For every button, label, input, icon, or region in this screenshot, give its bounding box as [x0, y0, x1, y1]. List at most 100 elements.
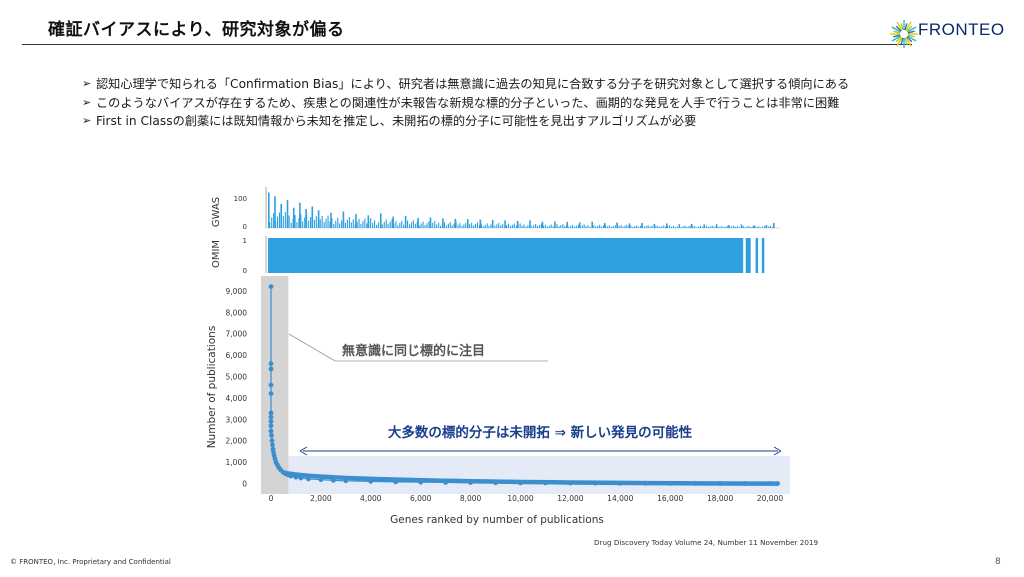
gwas-bar [583, 224, 585, 228]
gwas-bar [771, 227, 773, 228]
gwas-bar [305, 209, 307, 228]
logo-ray [907, 34, 915, 38]
publication-point [268, 391, 274, 396]
omim-ytick-label: 1 [243, 237, 247, 245]
gwas-bar [474, 223, 476, 228]
gwas-bar [521, 225, 523, 228]
publications-ylabel: Number of publications [206, 326, 218, 449]
gwas-bar [308, 220, 310, 228]
gwas-bar [750, 227, 752, 228]
gwas-bar [404, 215, 407, 228]
gwas-bar [335, 220, 337, 228]
publication-point [270, 442, 275, 448]
top-genes-leader-line [288, 333, 336, 362]
gwas-bar [467, 225, 469, 228]
gwas-bar [661, 226, 663, 228]
gwas-bar [709, 226, 711, 228]
gwas-bar [628, 223, 631, 228]
publications-dots [268, 284, 780, 486]
gwas-bar [707, 226, 709, 228]
gwas-bar [766, 227, 768, 228]
gwas-bar [424, 225, 426, 228]
gwas-ylabel: GWAS [211, 197, 222, 227]
gwas-bar [473, 225, 475, 228]
gwas-bar [356, 221, 358, 228]
gwas-bar [364, 218, 366, 228]
gwas-ytick-label: 100 [234, 195, 247, 203]
gwas-bar [753, 225, 755, 228]
gwas-bar [744, 227, 746, 228]
gwas-bar [616, 222, 618, 228]
omim-panel: OMIM 1 0 [211, 236, 765, 275]
gwas-bar [337, 217, 339, 228]
gwas-bar [315, 216, 317, 228]
gwas-bar [494, 225, 496, 228]
gwas-bar [742, 226, 744, 228]
gwas-bar [385, 219, 387, 228]
gwas-bar [639, 226, 641, 228]
gwas-bar [278, 212, 280, 228]
gwas-bar [764, 226, 766, 228]
gwas-bar [410, 222, 412, 228]
gwas-bar [537, 226, 539, 228]
gwas-bar [541, 221, 544, 228]
gwas-bar [540, 223, 542, 228]
gwas-bar [570, 225, 572, 228]
gwas-bar [354, 224, 356, 228]
gwas-bar [729, 226, 731, 228]
gwas-bar [268, 192, 270, 228]
citation: Drug Discovery Today Volume 24, Number 1… [594, 538, 819, 547]
logo-ray [907, 26, 917, 33]
gwas-bar [344, 222, 346, 228]
gwas-bar [624, 225, 626, 228]
gwas-bar [672, 225, 674, 228]
gwas-bar [379, 220, 381, 228]
gwas-bar [758, 226, 760, 228]
arrow-left-icon [299, 446, 308, 456]
slide-title: 確証バイアスにより、研究対象が偏る [48, 20, 345, 40]
gwas-bar [471, 222, 473, 228]
gwas-bar [531, 226, 533, 228]
gwas-bar [558, 226, 560, 228]
publication-point [268, 428, 274, 434]
gwas-bar [428, 221, 430, 228]
gwas-bar [507, 223, 509, 228]
gwas-bar [467, 219, 469, 228]
logo-ray [907, 30, 915, 34]
gwas-bar [414, 223, 416, 228]
gwas-bar [366, 223, 368, 228]
omim-bars [268, 238, 765, 273]
gwas-bar [341, 220, 343, 228]
publication-point [269, 438, 275, 444]
gwas-bar [746, 226, 748, 228]
gwas-bar [659, 226, 661, 228]
gwas-bar [329, 221, 331, 228]
gwas-bar [603, 225, 605, 228]
gwas-bar [275, 221, 277, 228]
publication-point [268, 419, 274, 424]
gwas-bar [527, 225, 529, 228]
gwas-bar [539, 224, 541, 228]
gwas-bar [655, 226, 657, 228]
gwas-bar [397, 225, 399, 228]
omim-ytick-label: 0 [243, 267, 247, 275]
bullet-text: First in Classの創薬には既知情報から未知を推定し、未開拓の標的分子… [96, 114, 697, 128]
gwas-bar [566, 221, 569, 228]
x-tick-label: 18,000 [707, 494, 733, 503]
gwas-bar [482, 226, 484, 228]
logo-ray [900, 23, 904, 31]
gwas-bar [286, 200, 289, 228]
y-tick-label: 0 [242, 480, 247, 489]
logo-ray [891, 26, 901, 33]
y-tick-label: 8,000 [226, 308, 248, 317]
bullet-text: このようなバイアスが存在するため、疾患との関連性が未報告な新規な標的分子といった… [96, 95, 840, 110]
gwas-bar [700, 225, 702, 228]
logo-ray [904, 23, 908, 31]
logo-ray [906, 25, 913, 32]
gwas-bar [372, 222, 374, 228]
gwas-bar [715, 226, 717, 228]
publication-point [268, 414, 274, 420]
gwas-bar [735, 226, 737, 228]
omim-bar [268, 238, 744, 273]
gwas-bar [643, 226, 645, 228]
